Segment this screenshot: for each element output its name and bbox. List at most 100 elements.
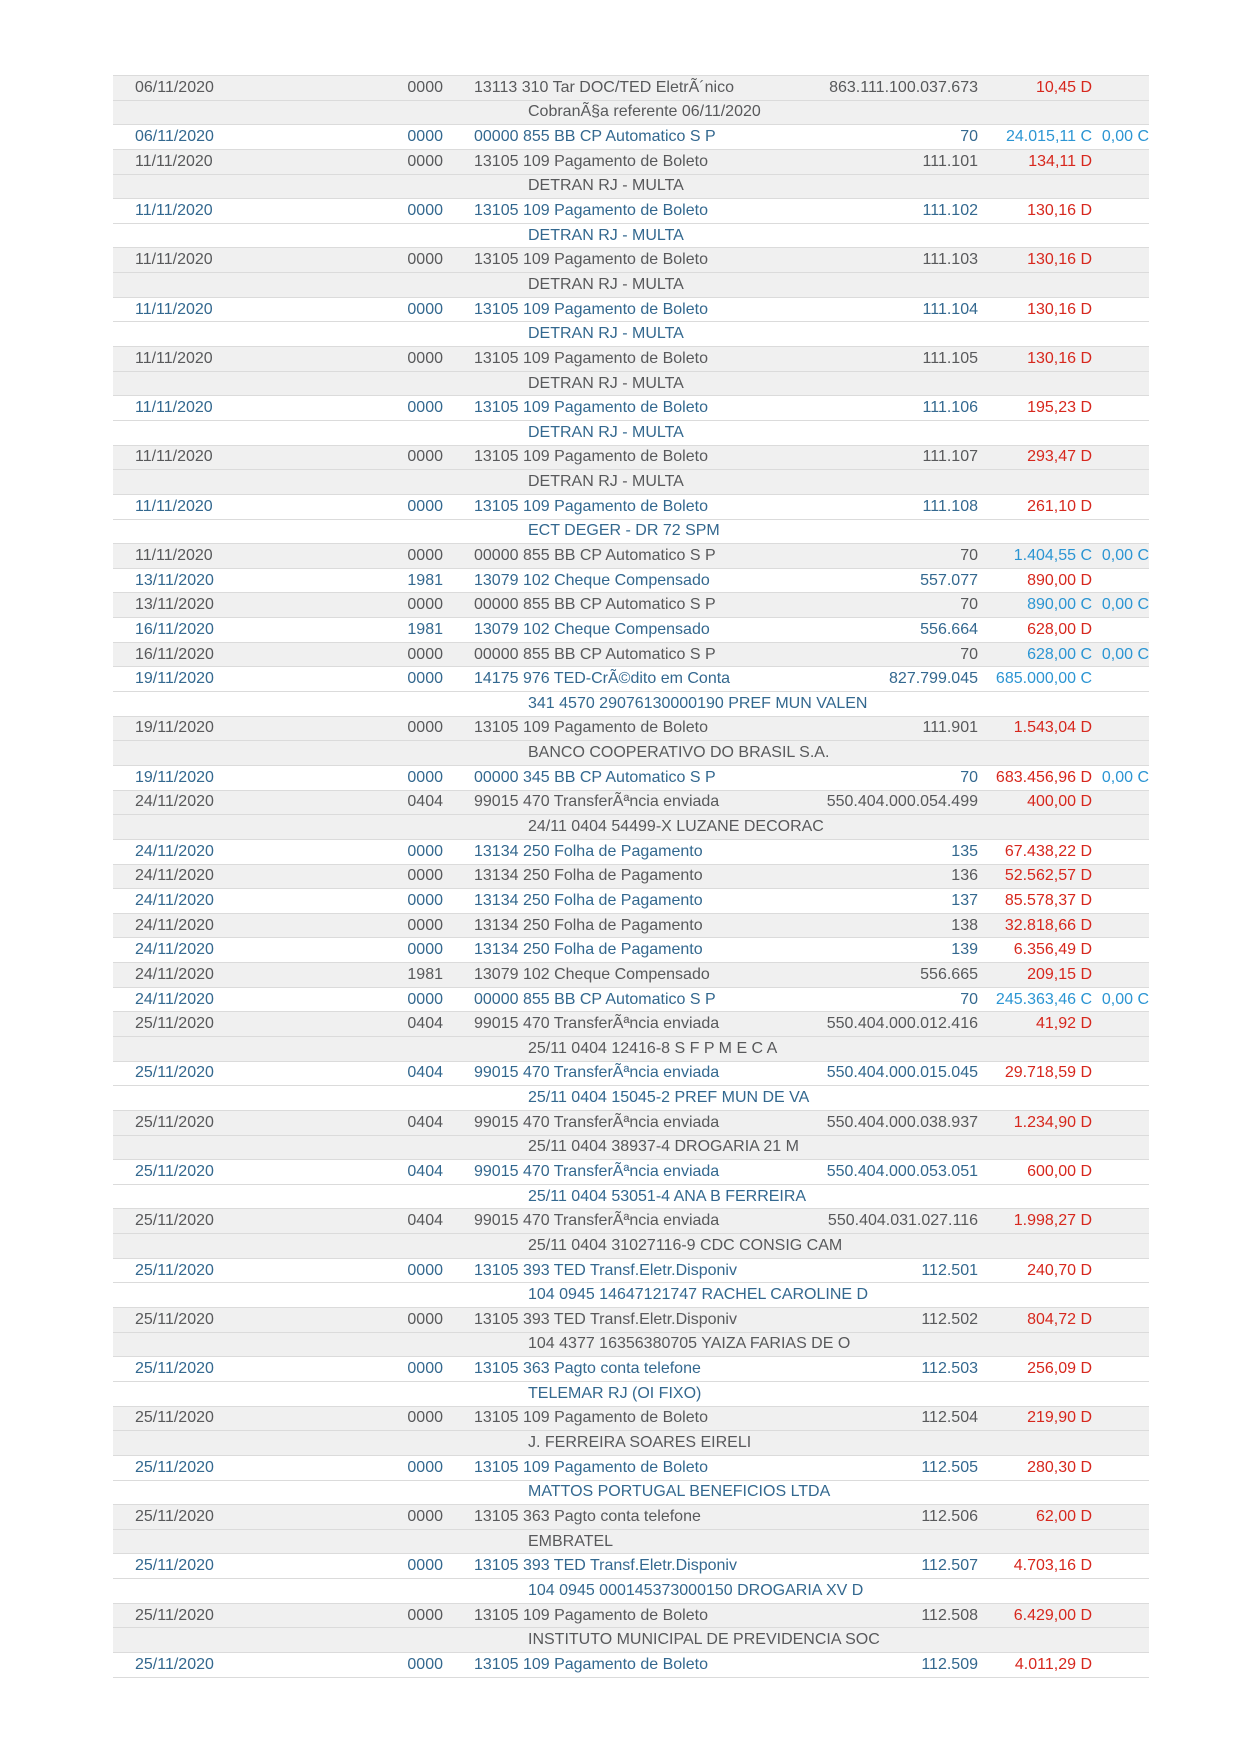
agency-cell: 0000 — [407, 842, 443, 860]
history-cell: 13105 109 Pagamento de Boleto — [474, 300, 708, 318]
history-cell: 13105 393 TED Transf.Eletr.Disponiv — [474, 1261, 737, 1279]
document-cell: 111.101 — [922, 152, 978, 170]
transaction-detail-row: 104 0945 000145373000150 DROGARIA XV D — [113, 1579, 1149, 1604]
value-cell: 683.456,96 D — [995, 768, 1092, 786]
transaction-row: 24/11/2020 0000 13134 250 Folha de Pagamen… — [113, 864, 1149, 890]
transaction-row: 11/11/2020 0000 13105 109 Pagamento de Bol… — [113, 445, 1149, 471]
date-cell: 25/11/2020 — [135, 1458, 214, 1476]
detail-text: TELEMAR RJ (OI FIXO) — [528, 1384, 702, 1402]
history-cell: 13105 363 Pagto conta telefone — [474, 1360, 701, 1378]
transaction-detail-row: 24/11 0404 54499-X LUZANE DECORAC — [113, 815, 1149, 840]
transaction-group: 19/11/2020 0000 14175 976 TED-CrÃ©dito em … — [113, 667, 1149, 717]
transaction-detail-row: EMBRATEL — [113, 1529, 1149, 1555]
value-cell: 600,00 D — [1027, 1163, 1092, 1180]
date-cell: 13/11/2020 — [135, 596, 214, 614]
date-cell: 25/11/2020 — [135, 1409, 214, 1427]
agency-cell: 0000 — [407, 719, 443, 737]
history-cell: 00000 855 BB CP Automatico S P — [474, 645, 716, 663]
transaction-row: 25/11/2020 0000 13105 363 Pagto conta tele… — [113, 1357, 1149, 1382]
history-cell: 13134 250 Folha de Pagamento — [474, 867, 703, 885]
document-cell: 112.501 — [921, 1261, 978, 1279]
transaction-detail-row: DETRAN RJ - MULTA — [113, 470, 1149, 495]
agency-cell: 0000 — [407, 916, 443, 934]
transaction-group: 25/11/2020 0404 99015 470 TransferÃªncia e… — [113, 1012, 1149, 1062]
transaction-group: 11/11/2020 0000 13105 109 Pagamento de Bol… — [113, 445, 1149, 495]
history-cell: 13079 102 Cheque Compensado — [474, 965, 710, 983]
transaction-row: 19/11/2020 0000 00000 345 BB CP Automatico… — [113, 765, 1149, 791]
transaction-group: 25/11/2020 0000 13105 363 Pagto conta tele… — [113, 1357, 1149, 1407]
value-cell: 10,45 D — [1035, 78, 1092, 96]
date-cell: 19/11/2020 — [135, 719, 214, 737]
agency-cell: 0000 — [407, 1655, 443, 1673]
document-cell: 112.509 — [921, 1655, 978, 1673]
detail-text: 25/11 0404 12416-8 S F P M E C A — [528, 1039, 778, 1057]
value-cell: 52.562,57 D — [1004, 867, 1092, 885]
detail-text: 25/11 0404 31027116-9 CDC CONSIG CAM — [528, 1236, 843, 1254]
document-cell: 135 — [951, 842, 978, 860]
value-cell: 685.000,00 C — [995, 670, 1092, 688]
history-cell: 00000 855 BB CP Automatico S P — [474, 990, 716, 1008]
history-cell: 99015 470 TransferÃªncia enviada — [474, 1212, 720, 1230]
agency-cell: 0000 — [407, 202, 443, 220]
transaction-detail-row: 25/11 0404 53051-4 ANA B FERREIRA — [113, 1184, 1149, 1210]
transaction-row: 25/11/2020 0404 99015 470 TransferÃªncia e… — [113, 1160, 1149, 1185]
balance-cell: 0,00 C — [1101, 128, 1149, 146]
transaction-group: 16/11/2020 0000 00000 855 BB CP Automatico… — [113, 642, 1149, 668]
transaction-row: 25/11/2020 0000 13105 393 TED Transf.Eletr… — [113, 1554, 1149, 1580]
agency-cell: 0000 — [407, 448, 443, 466]
agency-cell: 0000 — [407, 1409, 443, 1427]
value-cell: 32.818,66 D — [1004, 916, 1092, 934]
value-cell: 219,90 D — [1027, 1409, 1092, 1427]
transaction-row: 24/11/2020 0404 99015 470 TransferÃªncia e… — [113, 790, 1149, 816]
history-cell: 99015 470 TransferÃªncia enviada — [474, 793, 720, 811]
transaction-row: 25/11/2020 0000 13105 363 Pagto conta tele… — [113, 1505, 1149, 1530]
transaction-group: 11/11/2020 0000 13105 109 Pagamento de Bol… — [113, 248, 1149, 298]
detail-text: 104 0945 14647121747 RACHEL CAROLINE D — [528, 1286, 869, 1304]
document-cell: 112.508 — [921, 1606, 978, 1624]
transaction-detail-row: J. FERREIRA SOARES EIRELI — [113, 1431, 1149, 1456]
date-cell: 11/11/2020 — [135, 251, 213, 269]
value-cell: 1.998,27 D — [1013, 1212, 1092, 1230]
transaction-group: 11/11/2020 0000 13105 109 Pagamento de Bol… — [113, 347, 1149, 397]
detail-text: MATTOS PORTUGAL BENEFICIOS LTDA — [528, 1483, 831, 1501]
transaction-row: 25/11/2020 0000 13105 109 Pagamento de Bol… — [113, 1653, 1149, 1678]
detail-text: 24/11 0404 54499-X LUZANE DECORAC — [528, 818, 824, 836]
document-cell: 550.404.000.038.937 — [826, 1113, 978, 1131]
history-cell: 00000 855 BB CP Automatico S P — [474, 596, 716, 614]
date-cell: 24/11/2020 — [135, 941, 214, 959]
transaction-row: 25/11/2020 0404 99015 470 TransferÃªncia e… — [113, 1209, 1149, 1235]
history-cell: 13105 109 Pagamento de Boleto — [474, 1655, 708, 1673]
balance-cell: 0,00 C — [1101, 596, 1149, 614]
date-cell: 25/11/2020 — [135, 1507, 214, 1525]
detail-text: 104 4377 16356380705 YAIZA FARIAS DE O — [528, 1335, 851, 1353]
value-cell: 4.703,16 D — [1013, 1557, 1092, 1575]
document-cell: 111.901 — [922, 719, 978, 737]
transaction-row: 11/11/2020 0000 00000 855 BB CP Automatico… — [113, 544, 1149, 569]
value-cell: 62,00 D — [1035, 1507, 1092, 1525]
date-cell: 25/11/2020 — [135, 1163, 214, 1180]
transaction-group: 25/11/2020 0000 13105 109 Pagamento de Bol… — [113, 1653, 1149, 1678]
document-cell: 70 — [960, 128, 978, 146]
transaction-group: 06/11/2020 0000 13113 310 Tar DOC/TED Elet… — [113, 76, 1149, 126]
date-cell: 25/11/2020 — [135, 1064, 214, 1082]
history-cell: 13134 250 Folha de Pagamento — [474, 916, 703, 934]
history-cell: 13105 109 Pagamento de Boleto — [474, 251, 708, 269]
transaction-group: 24/11/2020 0404 99015 470 TransferÃªncia e… — [113, 790, 1149, 840]
date-cell: 19/11/2020 — [135, 670, 214, 688]
transaction-row: 11/11/2020 0000 13105 109 Pagamento de Bol… — [113, 396, 1149, 421]
transaction-row: 11/11/2020 0000 13105 109 Pagamento de Bol… — [113, 494, 1149, 520]
detail-text: DETRAN RJ - MULTA — [528, 423, 684, 441]
transaction-group: 19/11/2020 0000 13105 109 Pagamento de Bol… — [113, 716, 1149, 766]
document-cell: 111.103 — [922, 251, 978, 269]
transaction-row: 24/11/2020 1981 13079 102 Cheque Compensad… — [113, 963, 1149, 988]
agency-cell: 0000 — [407, 941, 443, 959]
transaction-row: 13/11/2020 0000 00000 855 BB CP Automatico… — [113, 593, 1149, 619]
document-cell: 112.503 — [921, 1360, 978, 1378]
transaction-detail-row: INSTITUTO MUNICIPAL DE PREVIDENCIA SOC — [113, 1628, 1149, 1653]
history-cell: 99015 470 TransferÃªncia enviada — [474, 1113, 720, 1131]
history-cell: 13134 250 Folha de Pagamento — [474, 941, 703, 959]
transaction-detail-row: TELEMAR RJ (OI FIXO) — [113, 1381, 1149, 1407]
date-cell: 06/11/2020 — [135, 78, 214, 96]
transaction-detail-row: ECT DEGER - DR 72 SPM — [113, 519, 1149, 545]
transaction-row: 24/11/2020 0000 13134 250 Folha de Pagamen… — [113, 913, 1149, 939]
